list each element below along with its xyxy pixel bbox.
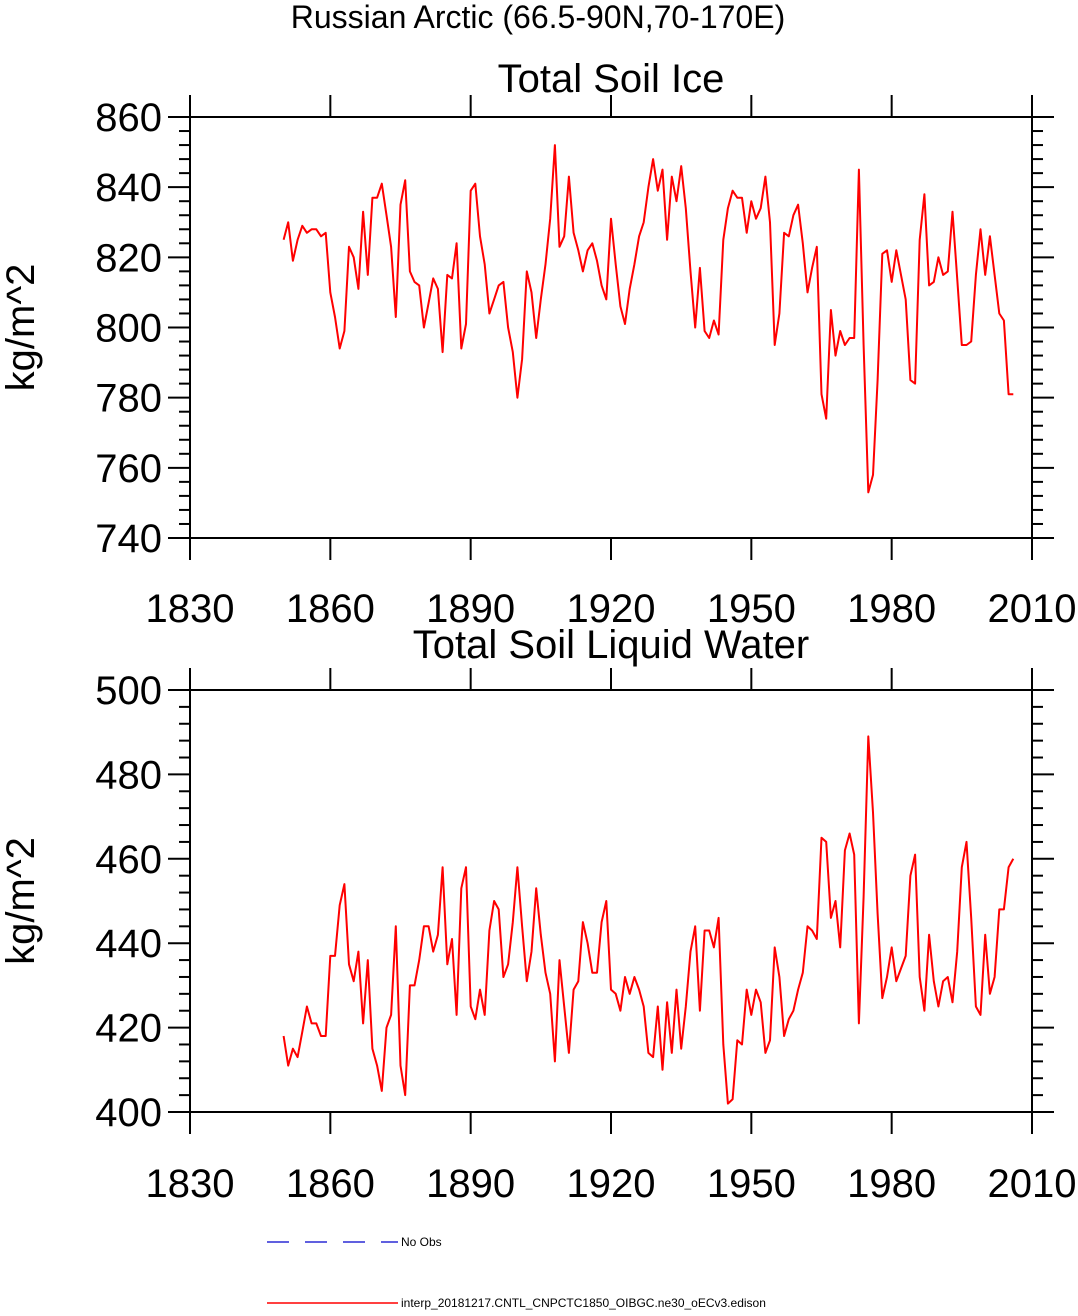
chart-title: Total Soil Ice (498, 57, 725, 101)
plot-frame (189, 116, 1033, 539)
x-tick-label: 1830 (146, 587, 235, 631)
panel-total-soil-ice: Total Soil Ice kg/m^2 740 760 780 800 820 840 86… (0, 57, 1076, 631)
y-tick-label: 820 (95, 236, 162, 280)
y-tick-label: 840 (95, 166, 162, 210)
x-tick-label: 1920 (567, 1162, 656, 1206)
y-tick-label: 460 (95, 838, 162, 882)
chart-title: Total Soil Liquid Water (413, 623, 809, 667)
y-tick-label: 500 (95, 669, 162, 713)
x-tick-label: 1890 (426, 587, 515, 631)
x-tick-label: 1950 (707, 587, 796, 631)
y-tick-label: 440 (95, 922, 162, 966)
y-tick-label: 420 (95, 1007, 162, 1051)
y-tick-label: 740 (95, 517, 162, 561)
legend: No Obs interp_20181217.CNTL_CNPCTC1850_O… (267, 1235, 766, 1310)
y-tick-label: 860 (95, 96, 162, 140)
x-tick-label: 1860 (286, 587, 375, 631)
x-tick-label: 1890 (426, 1162, 515, 1206)
x-tick-label: 1860 (286, 1162, 375, 1206)
x-tick-label: 2010 (988, 1162, 1077, 1206)
y-tick-label: 760 (95, 447, 162, 491)
y-tick-label: 480 (95, 753, 162, 797)
y-axis-label: kg/m^2 (0, 264, 43, 392)
y-tick-label: 800 (95, 307, 162, 351)
x-tick-label: 1830 (146, 1162, 235, 1206)
plot-frame (189, 689, 1033, 1113)
legend-label-model: interp_20181217.CNTL_CNPCTC1850_OIBGC.ne… (401, 1296, 766, 1310)
page-title: Russian Arctic (66.5-90N,70-170E) (291, 0, 785, 35)
x-tick-label: 1920 (567, 587, 656, 631)
x-tick-label: 1980 (847, 1162, 936, 1206)
series-line (282, 144, 1014, 494)
x-tick-label: 1950 (707, 1162, 796, 1206)
x-tick-label: 1980 (847, 587, 936, 631)
legend-label-no-obs: No Obs (401, 1235, 442, 1249)
series-line (282, 735, 1015, 1105)
y-axis-label: kg/m^2 (0, 837, 43, 965)
x-tick-label: 2010 (988, 587, 1077, 631)
y-tick-label: 780 (95, 377, 162, 421)
panel-total-soil-liquid-water: Total Soil Liquid Water kg/m^2 400 420 440 46… (0, 623, 1076, 1206)
y-tick-label: 400 (95, 1091, 162, 1135)
